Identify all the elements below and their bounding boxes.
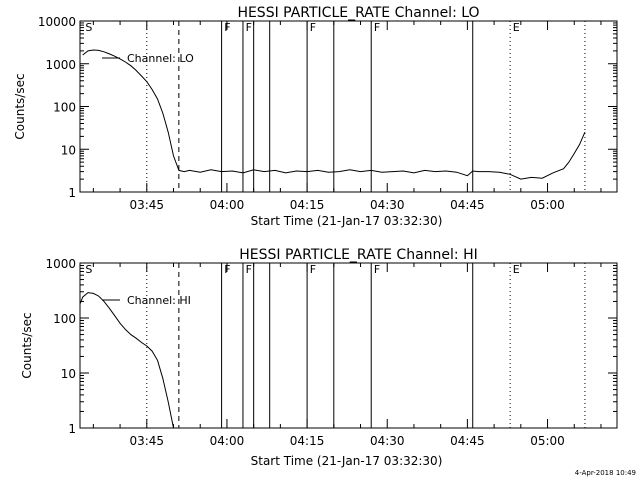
panel-lo: HESSI PARTICLE_RATE Channel: LO Start Tim… [13,5,618,228]
legend-label: Channel: LO [127,52,194,65]
x-tick-label: 04:15 [290,434,325,448]
y-axis-label: Counts/sec [13,73,27,139]
series-line [79,292,174,429]
y-tick-label: 100 [53,312,76,326]
x-tick-label: 04:00 [210,198,245,212]
y-tick-label: 1 [68,422,76,436]
x-tick-label: 03:45 [129,434,164,448]
y-tick-label: 1000 [45,58,76,72]
x-tick-label: 04:45 [450,198,485,212]
x-tick-label: 04:15 [290,198,325,212]
y-tick-label: 1000 [45,257,76,271]
x-tick-label: 05:00 [530,198,565,212]
y-tick-label: 10 [61,367,76,381]
y-axis-label: Counts/sec [20,312,34,378]
flag-label: S [85,21,92,34]
flag-label: F [310,21,316,34]
y-tick-label: 1 [68,186,76,200]
plot-frame [79,262,618,429]
footer-timestamp: 4-Apr-2018 10:49 [575,469,636,477]
x-tick-label: 04:30 [370,198,405,212]
chart-title: HESSI PARTICLE_RATE Channel: LO [237,5,479,21]
flag-label: F [374,263,380,276]
x-tick-label: 04:30 [370,434,405,448]
y-tick-label: 10000 [38,15,76,29]
chart-title: HESSI PARTICLE_RATE Channel: HI [239,247,477,263]
flag-label: F [246,21,252,34]
x-tick-label: 05:00 [530,434,565,448]
flag-label: F [224,263,230,276]
flag-label: F [224,21,230,34]
flag-label: F [310,263,316,276]
flag-label: E [513,21,520,34]
x-tick-label: 03:45 [129,198,164,212]
flag-label: F [374,21,380,34]
flag-label: F [246,263,252,276]
x-axis-label: Start Time (21-Jan-17 03:32:30) [251,454,443,468]
flag-label: E [513,263,520,276]
flag-label: S [85,263,92,276]
y-tick-label: 100 [53,101,76,115]
legend-label: Channel: HI [127,294,191,307]
y-tick-label: 10 [61,143,76,157]
x-axis-label: Start Time (21-Jan-17 03:32:30) [251,214,443,228]
series-line [82,49,586,180]
x-tick-label: 04:00 [210,434,245,448]
panel-hi: HESSI PARTICLE_RATE Channel: HI Start Tim… [20,247,618,468]
x-tick-label: 04:45 [450,434,485,448]
